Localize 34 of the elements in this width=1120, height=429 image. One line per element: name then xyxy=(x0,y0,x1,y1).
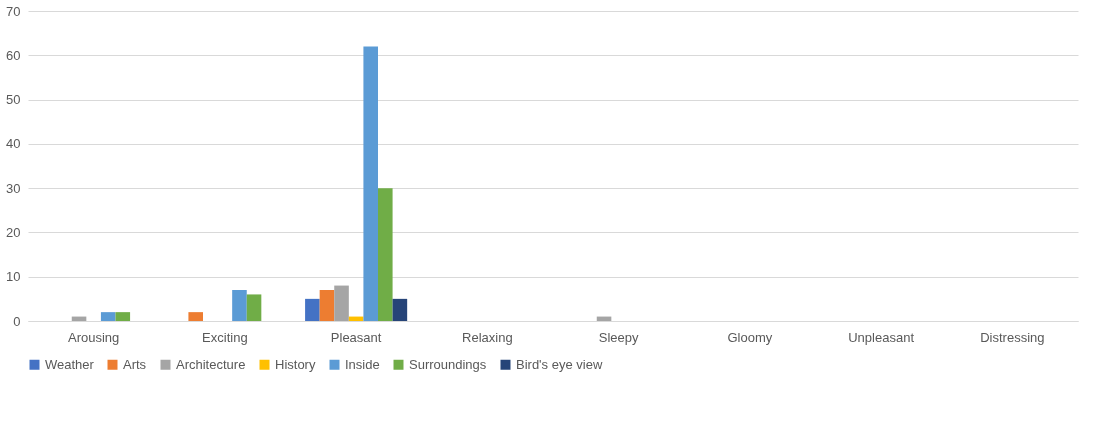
x-tick-label: Arousing xyxy=(67,329,120,345)
bar xyxy=(188,312,203,321)
bar xyxy=(363,46,378,321)
x-tick-label: Gloomy xyxy=(727,329,773,345)
x-tick-label: Sleepy xyxy=(598,329,639,345)
y-tick-label: 50 xyxy=(6,92,21,108)
x-tick-label: Pleasant xyxy=(330,329,382,345)
y-tick-label: 20 xyxy=(6,224,21,240)
legend-label: Surroundings xyxy=(409,356,487,372)
y-tick-label: 30 xyxy=(6,180,21,196)
bar xyxy=(392,298,408,321)
legend-label: Bird's eye view xyxy=(516,356,603,372)
y-tick-label: 10 xyxy=(6,269,21,285)
legend-label: Weather xyxy=(45,356,95,372)
legend-label: Arts xyxy=(123,356,147,372)
legend-label: History xyxy=(275,356,316,372)
x-tick-label: Unpleasant xyxy=(848,329,915,345)
y-tick-label: 70 xyxy=(6,3,21,19)
y-tick-label: 0 xyxy=(13,313,21,329)
bar xyxy=(319,290,335,321)
y-tick-label: 40 xyxy=(6,136,21,152)
x-tick-label: Relaxing xyxy=(462,329,513,345)
bar xyxy=(232,290,247,321)
bar xyxy=(115,312,131,321)
bar xyxy=(378,188,393,321)
bar xyxy=(100,312,116,321)
bar xyxy=(305,298,320,321)
legend-label: Architecture xyxy=(176,356,246,372)
bar xyxy=(334,285,349,321)
x-tick-label: Exciting xyxy=(202,329,248,345)
x-tick-label: Distressing xyxy=(980,329,1045,345)
y-tick-label: 60 xyxy=(6,47,21,63)
legend-label: Inside xyxy=(345,356,380,372)
bar xyxy=(246,294,262,321)
